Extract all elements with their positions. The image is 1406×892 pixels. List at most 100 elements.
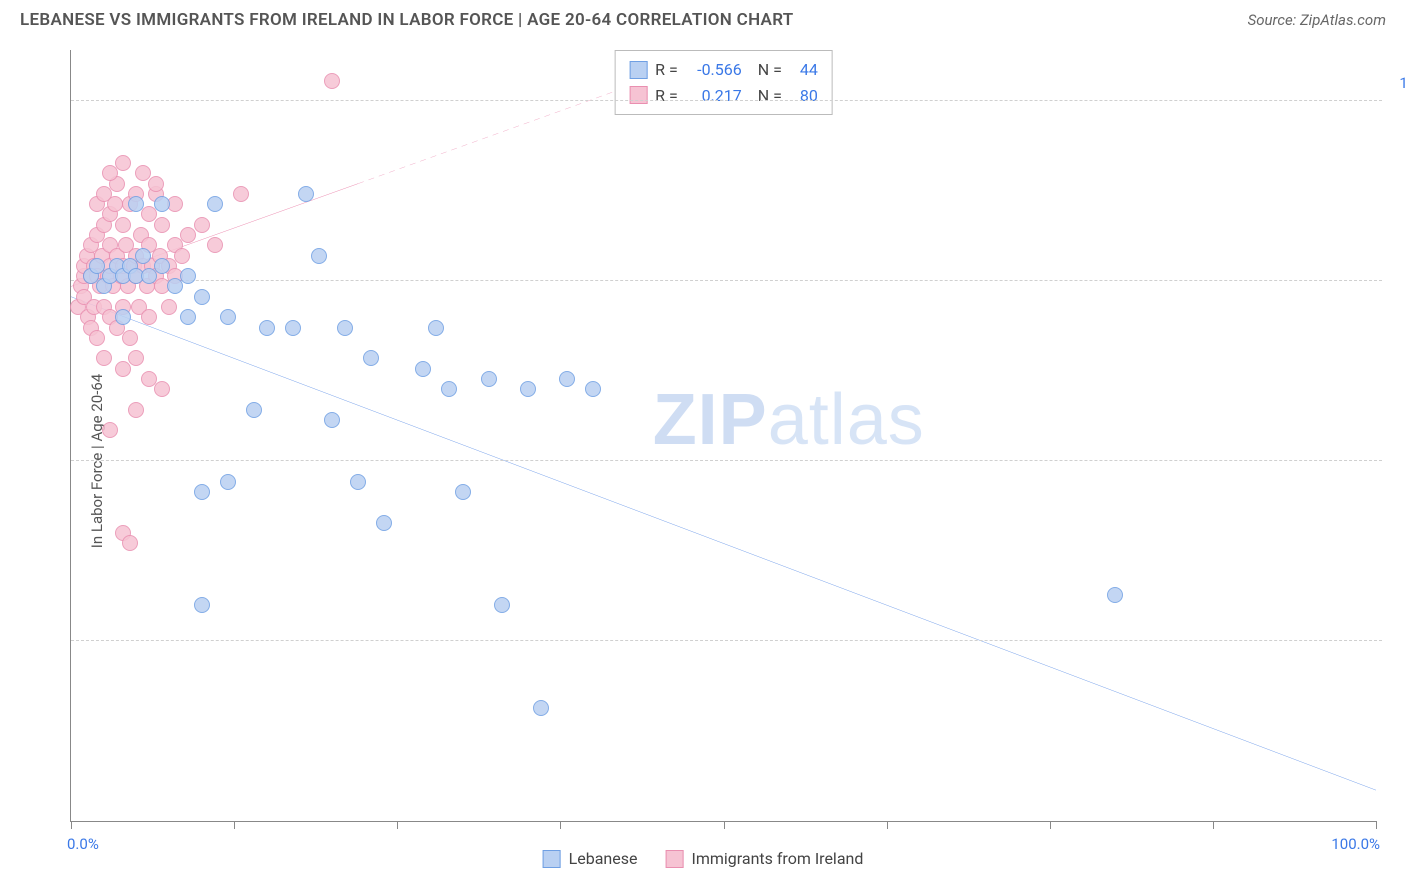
data-point [89, 330, 105, 346]
gridline [71, 460, 1382, 461]
x-tick [1050, 821, 1051, 829]
data-point [194, 484, 210, 500]
legend-label: Immigrants from Ireland [691, 849, 863, 868]
data-point [161, 299, 177, 315]
data-point [441, 381, 457, 397]
data-point [207, 237, 223, 253]
data-point [122, 330, 138, 346]
x-tick [1213, 821, 1214, 829]
data-point [494, 597, 510, 613]
data-point [96, 350, 112, 366]
x-axis-min: 0.0% [67, 835, 99, 853]
data-point [428, 320, 444, 336]
chart-container: In Labor Force | Age 20-64 ZIPatlas R =-… [20, 40, 1386, 882]
data-point [194, 597, 210, 613]
data-point [324, 412, 340, 428]
data-point [115, 155, 131, 171]
gridline [71, 280, 1382, 281]
data-point [154, 217, 170, 233]
data-point [128, 402, 144, 418]
stats-box: R = -0.566 N = 44 R = 0.217 N = 80 [614, 50, 833, 115]
data-point [154, 381, 170, 397]
y-tick-label: 65.0% [1384, 434, 1406, 452]
x-tick [397, 821, 398, 829]
data-point [324, 73, 340, 89]
data-point [311, 248, 327, 264]
r-label: R = [655, 83, 678, 109]
data-point [135, 248, 151, 264]
data-point [455, 484, 471, 500]
y-tick-label: 100.0% [1384, 74, 1406, 92]
data-point [115, 309, 131, 325]
data-point [194, 289, 210, 305]
data-point [533, 700, 549, 716]
x-tick [560, 821, 561, 829]
r-value: 0.217 [686, 83, 742, 109]
data-point [128, 350, 144, 366]
data-point [363, 350, 379, 366]
series-swatch [629, 61, 647, 79]
plot-area: ZIPatlas R = -0.566 N = 44R = 0.217 N = 80 4… [70, 50, 1376, 822]
data-point [259, 320, 275, 336]
r-value: -0.566 [686, 57, 742, 83]
data-point [481, 371, 497, 387]
legend-swatch [665, 850, 683, 868]
trend-lines [71, 50, 1376, 821]
y-tick-label: 47.5% [1384, 614, 1406, 632]
data-point [115, 217, 131, 233]
data-point [154, 196, 170, 212]
n-label: N = [750, 83, 782, 109]
data-point [585, 381, 601, 397]
data-point [194, 217, 210, 233]
x-tick [71, 821, 72, 829]
source-label: Source: ZipAtlas.com [1248, 11, 1386, 29]
x-tick [1376, 821, 1377, 829]
data-point [207, 196, 223, 212]
x-tick [887, 821, 888, 829]
watermark-rest: atlas [768, 380, 925, 460]
data-point [298, 186, 314, 202]
gridline [71, 640, 1382, 641]
data-point [180, 268, 196, 284]
data-point [559, 371, 575, 387]
data-point [122, 535, 138, 551]
x-tick [724, 821, 725, 829]
stats-row: R = -0.566 N = 44 [629, 57, 818, 83]
legend-swatch [543, 850, 561, 868]
data-point [141, 309, 157, 325]
data-point [520, 381, 536, 397]
x-tick [234, 821, 235, 829]
data-point [337, 320, 353, 336]
data-point [415, 361, 431, 377]
watermark-bold: ZIP [653, 380, 768, 460]
gridline [71, 100, 1382, 101]
data-point [233, 186, 249, 202]
data-point [246, 402, 262, 418]
data-point [174, 248, 190, 264]
legend-label: Lebanese [569, 849, 638, 868]
data-point [128, 196, 144, 212]
legend-item: Immigrants from Ireland [665, 849, 863, 868]
data-point [148, 176, 164, 192]
series-swatch [629, 86, 647, 104]
data-point [154, 258, 170, 274]
data-point [285, 320, 301, 336]
r-label: R = [655, 57, 678, 83]
data-point [350, 474, 366, 490]
data-point [376, 515, 392, 531]
x-axis-max: 100.0% [1331, 835, 1380, 853]
data-point [102, 422, 118, 438]
chart-title: LEBANESE VS IMMIGRANTS FROM IRELAND IN L… [20, 10, 794, 30]
stats-row: R = 0.217 N = 80 [629, 83, 818, 109]
n-label: N = [750, 57, 782, 83]
data-point [220, 309, 236, 325]
y-tick-label: 82.5% [1384, 254, 1406, 272]
n-value: 80 [790, 83, 818, 109]
data-point [180, 309, 196, 325]
legend: Lebanese Immigrants from Ireland [543, 849, 864, 868]
n-value: 44 [790, 57, 818, 83]
watermark: ZIPatlas [653, 379, 925, 461]
data-point [1107, 587, 1123, 603]
data-point [220, 474, 236, 490]
legend-item: Lebanese [543, 849, 638, 868]
